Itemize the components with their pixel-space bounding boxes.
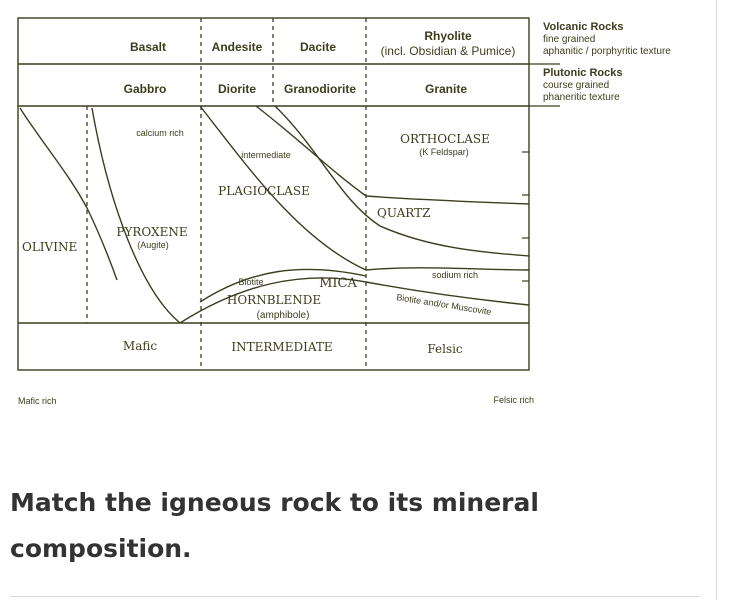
- rock-diorite: Diorite: [218, 82, 256, 96]
- question-divider: [10, 596, 700, 597]
- column-separators: [86, 18, 367, 370]
- composition-felsic: Felsic: [427, 342, 463, 356]
- mineral-sodium-rich: sodium rich: [432, 270, 478, 280]
- igneous-rock-diagram: Basalt Andesite Dacite Rhyolite (incl. O…: [17, 17, 671, 406]
- mineral-plagioclase: PLAGIOCLASE: [218, 184, 310, 198]
- plutonic-heading: Plutonic Rocks: [543, 67, 622, 79]
- mineral-calcium-rich: calcium rich: [136, 128, 184, 138]
- mineral-biotite-muscovite: Biotite and/or Muscovite: [396, 292, 492, 317]
- question-heading: Match the igneous rock to its mineral co…: [10, 488, 539, 563]
- rock-rhyolite-note: (incl. Obsidian & Pumice): [381, 44, 516, 58]
- content-right-border: [716, 0, 717, 600]
- right-ticks: [522, 151, 529, 282]
- rock-basalt: Basalt: [130, 40, 166, 54]
- composition-intermediate: INTERMEDIATE: [231, 340, 332, 354]
- rock-rhyolite: Rhyolite: [424, 29, 472, 43]
- mineral-curves: [19, 105, 530, 324]
- mineral-quartz: QUARTZ: [377, 206, 430, 220]
- volcanic-texture-2: aphanitic / porphyritic texture: [543, 46, 671, 57]
- rock-granodiorite: Granodiorite: [284, 82, 356, 96]
- rock-granite: Granite: [425, 82, 467, 96]
- rock-dacite: Dacite: [300, 40, 336, 54]
- composition-mafic: Mafic: [123, 339, 157, 353]
- mineral-hornblende: HORNBLENDE: [227, 293, 321, 307]
- mineral-olivine: OLIVINE: [22, 240, 77, 254]
- mineral-orthoclase-sub: (K Feldspar): [419, 147, 469, 157]
- volcanic-heading: Volcanic Rocks: [543, 21, 624, 33]
- mineral-hornblende-sub: (amphibole): [257, 310, 310, 321]
- mineral-orthoclase: ORTHOCLASE: [400, 132, 490, 146]
- rock-gabbro: Gabbro: [124, 82, 167, 96]
- volcanic-texture-1: fine grained: [543, 34, 595, 45]
- mineral-biotite: Biotite: [238, 277, 263, 287]
- axis-felsic-rich: Felsic rich: [493, 395, 534, 405]
- mineral-pyroxene: PYROXENE: [116, 225, 187, 239]
- rock-andesite: Andesite: [212, 40, 263, 54]
- mineral-mica: MICA: [319, 276, 357, 291]
- plutonic-texture-2: phaneritic texture: [543, 92, 620, 103]
- axis-mafic-rich: Mafic rich: [18, 396, 57, 406]
- mineral-pyroxene-sub: (Augite): [137, 240, 169, 250]
- plutonic-texture-1: course grained: [543, 80, 609, 91]
- mineral-intermediate: intermediate: [241, 150, 291, 160]
